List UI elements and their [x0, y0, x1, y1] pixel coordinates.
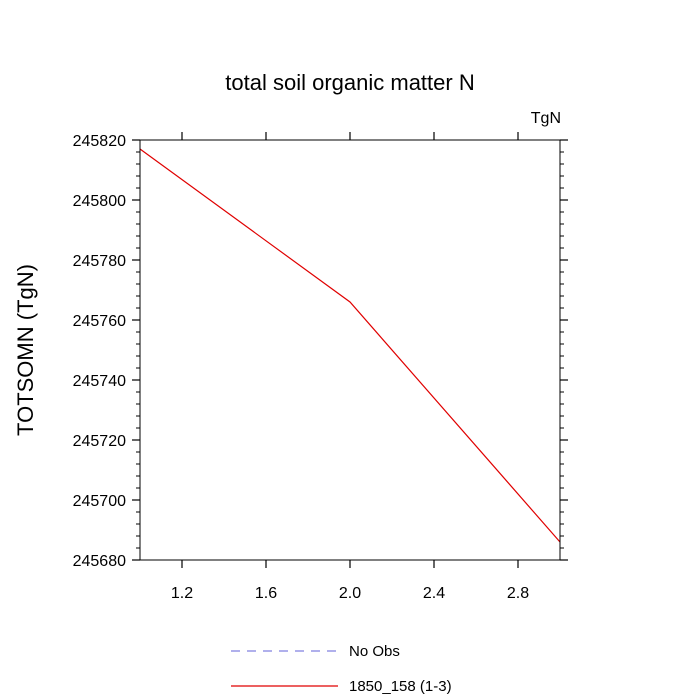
y-tick-label: 245780	[73, 253, 126, 270]
axis-tick-labels: 1.2 1.6 2.0 2.4 2.8 245680 245700 245720 245740 2…	[73, 133, 530, 602]
axis-ticks	[132, 132, 568, 568]
plot-frame	[139, 139, 561, 561]
legend-label: No Obs	[349, 643, 400, 660]
x-tick-label: 2.0	[339, 585, 361, 602]
y-tick-label: 245760	[73, 313, 126, 330]
x-tick-label: 2.4	[423, 585, 445, 602]
units-label: TgN	[531, 110, 561, 127]
y-tick-label: 245820	[73, 133, 126, 150]
x-tick-label: 1.2	[171, 585, 193, 602]
legend: No Obs 1850_158 (1-3)	[231, 643, 452, 695]
series-line	[139, 148, 561, 543]
legend-label: 1850_158 (1-3)	[349, 678, 452, 695]
y-tick-label: 245700	[73, 493, 126, 510]
chart-title: total soil organic matter N	[225, 70, 474, 95]
y-tick-label: 245680	[73, 553, 126, 570]
y-tick-label: 245740	[73, 373, 126, 390]
y-tick-label: 245800	[73, 193, 126, 210]
y-tick-label: 245720	[73, 433, 126, 450]
y-axis-label: TOTSOMN (TgN)	[13, 264, 38, 436]
plot-series	[139, 148, 561, 543]
x-tick-label: 2.8	[507, 585, 529, 602]
x-tick-label: 1.6	[255, 585, 277, 602]
